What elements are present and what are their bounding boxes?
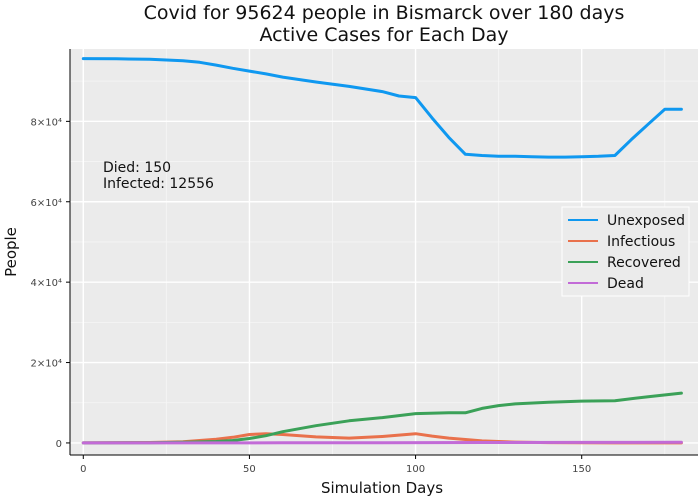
- y-tick-label: 4×10⁴: [31, 278, 62, 289]
- y-axis-title: People: [2, 227, 20, 277]
- legend: Unexposed Infectious Recovered Dead: [561, 206, 690, 297]
- annotation-infected: Infected: 12556: [103, 176, 214, 192]
- y-tick-label: 0: [56, 439, 62, 450]
- chart-title-line-2: Active Cases for Each Day: [259, 24, 508, 46]
- series-line-unexposed: [81, 57, 683, 159]
- series-lines: [81, 57, 683, 445]
- ticks: 0 50 100 150 0 2×10⁴ 4×10⁴ 6×10⁴ 8×10⁴: [31, 117, 592, 475]
- x-tick-label: 0: [80, 464, 86, 475]
- x-tick-label: 150: [572, 464, 591, 475]
- series-line-recovered: [81, 391, 683, 445]
- chart-title-line-1: Covid for 95624 people in Bismarck over …: [144, 2, 625, 24]
- x-tick-label: 100: [406, 464, 425, 475]
- y-tick-label: 8×10⁴: [31, 117, 62, 128]
- x-tick-label: 50: [243, 464, 256, 475]
- legend-label-unexposed: Unexposed: [607, 213, 685, 229]
- legend-label-infectious: Infectious: [607, 234, 675, 250]
- x-axis-title: Simulation Days: [321, 479, 443, 497]
- legend-box: [561, 206, 690, 297]
- annotation-died: Died: 150: [103, 160, 171, 176]
- series-line-dead: [81, 440, 683, 445]
- y-tick-label: 2×10⁴: [31, 359, 62, 370]
- legend-label-dead: Dead: [607, 276, 644, 292]
- legend-label-recovered: Recovered: [607, 255, 681, 271]
- y-tick-label: 6×10⁴: [31, 198, 62, 209]
